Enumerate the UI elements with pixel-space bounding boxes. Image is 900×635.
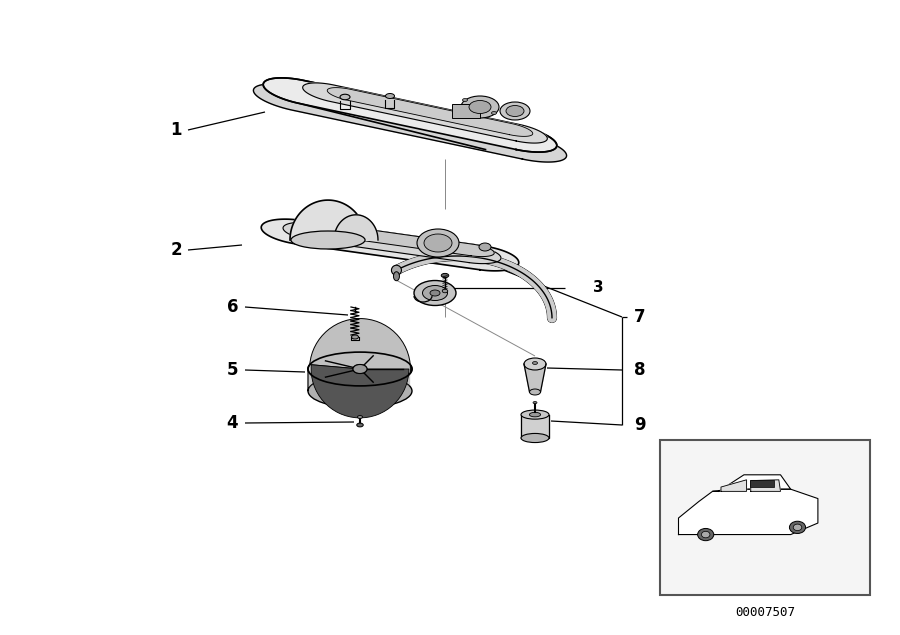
Ellipse shape (521, 434, 549, 443)
Polygon shape (713, 475, 791, 491)
Ellipse shape (500, 102, 530, 120)
Ellipse shape (308, 352, 412, 386)
Text: 9: 9 (634, 416, 645, 434)
Text: 00007507: 00007507 (735, 606, 795, 620)
Text: 7: 7 (634, 308, 645, 326)
Text: 2: 2 (170, 241, 182, 259)
Ellipse shape (385, 93, 394, 98)
Polygon shape (308, 352, 410, 391)
Ellipse shape (393, 272, 400, 281)
Polygon shape (261, 219, 518, 271)
Ellipse shape (291, 231, 365, 249)
Ellipse shape (461, 96, 499, 118)
Ellipse shape (414, 281, 456, 305)
Ellipse shape (793, 524, 802, 531)
Ellipse shape (469, 100, 491, 114)
Text: 5: 5 (227, 361, 238, 379)
Ellipse shape (424, 234, 452, 252)
Ellipse shape (340, 94, 350, 100)
Ellipse shape (392, 265, 401, 275)
Polygon shape (328, 88, 533, 137)
Ellipse shape (430, 290, 440, 296)
Ellipse shape (441, 274, 449, 277)
Polygon shape (524, 364, 546, 392)
Ellipse shape (698, 528, 714, 540)
Ellipse shape (479, 243, 491, 251)
Bar (750, 480, 774, 487)
Ellipse shape (533, 401, 537, 404)
Wedge shape (310, 319, 410, 373)
Polygon shape (254, 84, 567, 162)
Polygon shape (336, 227, 494, 257)
Ellipse shape (701, 531, 710, 538)
Ellipse shape (356, 423, 364, 427)
Ellipse shape (356, 367, 364, 371)
Bar (452, 104, 480, 118)
Polygon shape (263, 78, 557, 152)
Wedge shape (311, 364, 409, 418)
Polygon shape (302, 83, 547, 143)
Ellipse shape (506, 105, 524, 116)
Ellipse shape (353, 364, 367, 373)
Ellipse shape (422, 286, 447, 300)
Ellipse shape (357, 415, 363, 418)
Polygon shape (751, 480, 780, 491)
Ellipse shape (529, 389, 541, 395)
Ellipse shape (524, 358, 546, 370)
Polygon shape (290, 200, 366, 240)
Text: 6: 6 (227, 298, 238, 316)
Polygon shape (521, 415, 549, 438)
Polygon shape (721, 480, 746, 491)
Text: 3: 3 (593, 281, 604, 295)
Text: 1: 1 (170, 121, 182, 139)
Ellipse shape (417, 229, 459, 257)
Text: 4: 4 (227, 414, 238, 432)
Polygon shape (334, 215, 378, 240)
Ellipse shape (308, 374, 412, 408)
Ellipse shape (353, 364, 367, 373)
Text: 8: 8 (634, 361, 645, 379)
Ellipse shape (533, 361, 537, 364)
Bar (660, 440, 870, 595)
Ellipse shape (529, 412, 541, 417)
Polygon shape (679, 489, 818, 535)
Ellipse shape (789, 521, 806, 533)
Ellipse shape (491, 112, 497, 114)
Ellipse shape (352, 335, 358, 339)
Polygon shape (283, 222, 501, 264)
Ellipse shape (463, 98, 467, 102)
Ellipse shape (442, 290, 448, 293)
Ellipse shape (521, 410, 549, 419)
